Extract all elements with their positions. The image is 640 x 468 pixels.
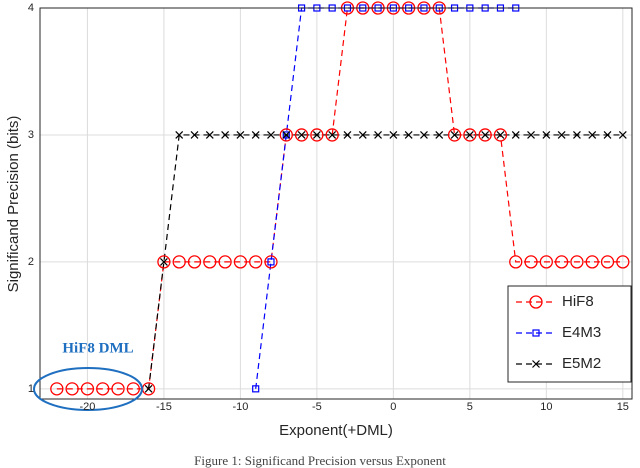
marker (172, 255, 186, 269)
annotation: HiF8 DML (62, 340, 133, 356)
dml-ellipse (33, 367, 143, 411)
marker (157, 255, 171, 269)
marker (221, 131, 230, 139)
marker (481, 131, 490, 139)
marker (450, 131, 459, 139)
legend-label: HiF8 (562, 293, 594, 310)
marker (267, 131, 275, 139)
marker (325, 128, 339, 142)
y-tick-label: 4 (28, 2, 34, 14)
marker (496, 131, 505, 139)
x-tick-label: -5 (312, 401, 322, 413)
marker (282, 131, 290, 139)
marker (404, 131, 413, 139)
y-tick-label: 3 (28, 129, 34, 141)
legend: HiF8 E4M3 E5M2 (507, 285, 632, 383)
x-tick-label: 5 (467, 401, 473, 413)
x-tick-label: 0 (390, 401, 396, 413)
caption: Figure 1: Significand Precision versus E… (194, 453, 446, 468)
marker (529, 295, 543, 309)
marker (478, 128, 492, 142)
marker (218, 255, 232, 269)
marker (527, 131, 535, 139)
marker (297, 131, 306, 139)
marker (532, 360, 540, 368)
marker (585, 255, 599, 269)
marker (328, 131, 337, 139)
marker (465, 131, 474, 139)
marker (343, 131, 352, 139)
series-line (148, 134, 623, 389)
marker (126, 382, 140, 396)
marker (532, 329, 540, 337)
marker (187, 255, 202, 269)
marker (542, 131, 551, 139)
marker (420, 131, 428, 139)
marker (358, 131, 367, 139)
marker (249, 255, 263, 269)
marker (251, 131, 260, 139)
x-tick-label: 15 (617, 401, 629, 413)
marker (603, 131, 612, 139)
marker (294, 128, 309, 142)
marker (144, 384, 153, 393)
marker (600, 255, 615, 269)
marker (279, 128, 293, 142)
marker (511, 131, 520, 139)
marker (588, 131, 597, 139)
marker (389, 131, 398, 139)
marker (190, 131, 199, 139)
marker (463, 128, 477, 142)
marker (447, 128, 462, 142)
marker (524, 255, 538, 269)
marker (554, 255, 569, 269)
marker (236, 131, 245, 139)
marker (175, 131, 184, 139)
x-tick-label: -10 (232, 401, 248, 413)
plot-frame (39, 7, 633, 400)
marker (111, 382, 125, 396)
x-tick-label: -15 (156, 401, 172, 413)
marker (616, 255, 630, 269)
marker (570, 255, 584, 269)
marker (435, 131, 444, 139)
marker (233, 255, 248, 269)
x-tick-label: 10 (540, 401, 552, 413)
marker (618, 131, 627, 139)
marker (205, 131, 214, 139)
y-tick-label: 1 (28, 383, 34, 395)
marker (539, 255, 553, 269)
marker (374, 131, 382, 139)
legend-label: E5M2 (562, 355, 601, 372)
x-axis-label: Exponent(+DML) (279, 422, 393, 439)
marker (203, 255, 217, 269)
y-axis-label: Significand Precision (bits) (5, 116, 22, 293)
marker (252, 385, 260, 393)
marker (159, 257, 168, 266)
y-tick-label: 2 (28, 256, 34, 268)
x-tick-label: -20 (79, 401, 95, 413)
marker (557, 131, 566, 139)
marker (282, 131, 291, 139)
marker (493, 128, 508, 142)
marker (509, 255, 523, 269)
marker (65, 382, 79, 396)
legend-label: E4M3 (562, 324, 601, 341)
marker (264, 255, 278, 269)
marker (80, 382, 95, 396)
marker (310, 128, 324, 142)
marker (312, 131, 321, 139)
marker (267, 258, 275, 266)
marker (96, 382, 110, 396)
marker (50, 382, 64, 396)
marker (573, 131, 581, 139)
